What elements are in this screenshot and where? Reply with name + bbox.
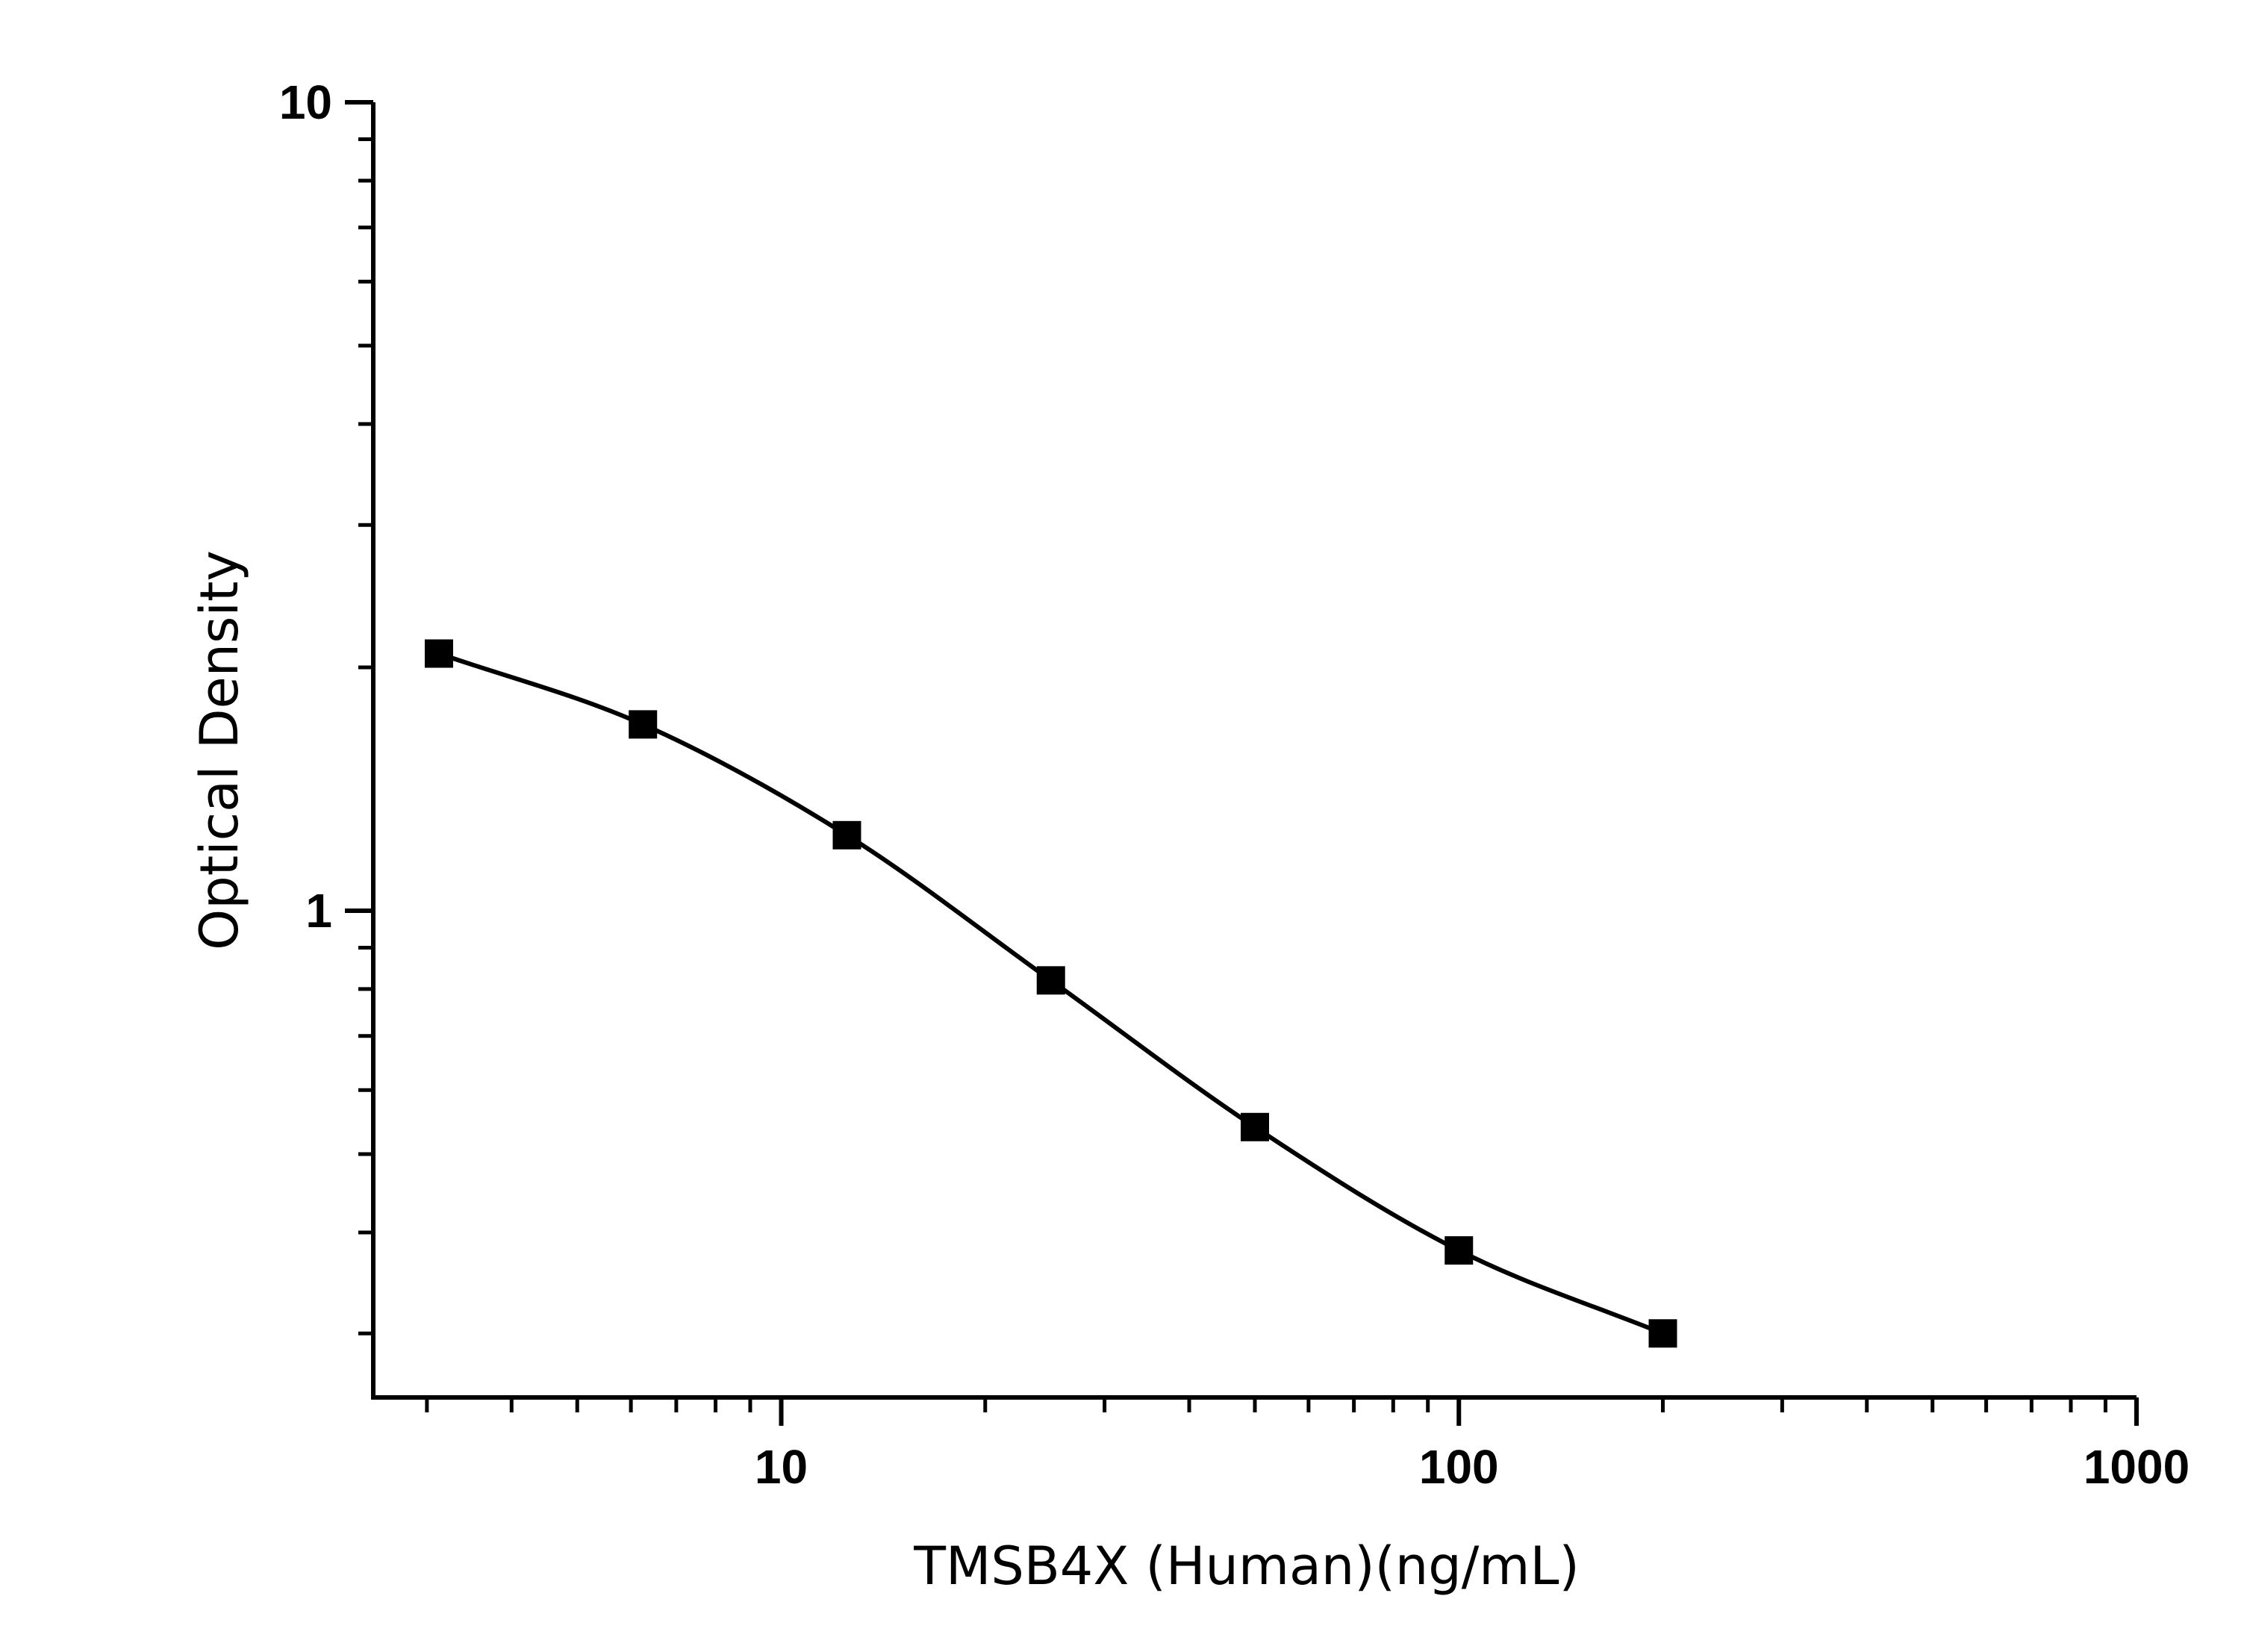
data-point — [424, 639, 453, 668]
x-tick-label: 10 — [755, 1440, 808, 1494]
y-axis-title: Optical Density — [189, 550, 250, 950]
data-markers — [424, 639, 1677, 1348]
data-point — [1444, 1236, 1474, 1265]
x-tick-label: 100 — [1419, 1440, 1499, 1494]
data-point — [1241, 1112, 1269, 1141]
axes: 1 10 10 100 1000 — [279, 75, 2190, 1494]
y-tick-label: 1 — [305, 884, 332, 938]
data-point — [629, 710, 658, 739]
x-tick-label: 1000 — [2084, 1440, 2190, 1494]
x-axis-title: TMSB4X (Human)(ng/mL) — [913, 1536, 1580, 1597]
data-point — [1648, 1319, 1677, 1348]
y-ticks: 1 10 — [279, 75, 373, 1335]
y-tick-label: 10 — [279, 75, 332, 129]
data-point — [1036, 966, 1065, 995]
x-ticks: 10 100 1000 — [425, 1397, 2190, 1494]
data-point — [832, 820, 861, 850]
